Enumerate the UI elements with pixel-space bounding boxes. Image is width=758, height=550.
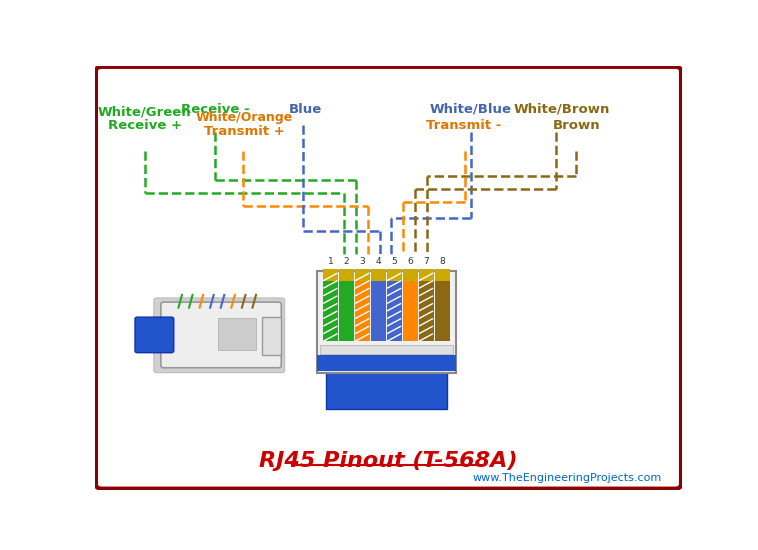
Bar <box>262 317 280 355</box>
Text: RJ45 Pinout (T-568A): RJ45 Pinout (T-568A) <box>259 450 518 471</box>
Text: www.TheEngineeringProjects.com: www.TheEngineeringProjects.com <box>472 472 662 483</box>
Text: 3: 3 <box>359 257 365 266</box>
Bar <box>403 280 418 341</box>
Bar <box>323 269 338 280</box>
Bar <box>419 280 434 341</box>
Text: White/Blue: White/Blue <box>430 103 512 116</box>
Text: 7: 7 <box>424 257 429 266</box>
Bar <box>419 269 434 280</box>
Bar <box>218 318 256 350</box>
Text: 8: 8 <box>440 257 445 266</box>
Bar <box>339 269 354 280</box>
Text: Blue: Blue <box>289 103 321 116</box>
Text: 5: 5 <box>392 257 397 266</box>
Text: White/Brown: White/Brown <box>514 103 610 116</box>
Bar <box>317 355 456 371</box>
Text: 6: 6 <box>408 257 413 266</box>
Text: 4: 4 <box>376 257 381 266</box>
FancyBboxPatch shape <box>317 271 456 373</box>
Bar <box>435 280 449 341</box>
Bar <box>371 280 386 341</box>
Text: Transmit +: Transmit + <box>204 125 285 138</box>
Bar <box>371 269 386 280</box>
Bar <box>435 269 449 280</box>
FancyBboxPatch shape <box>96 67 681 488</box>
Text: Receive -: Receive - <box>181 103 249 116</box>
Text: 2: 2 <box>344 257 349 266</box>
Bar <box>320 345 453 354</box>
Bar <box>403 269 418 280</box>
Text: 1: 1 <box>327 257 334 266</box>
Bar <box>356 269 370 280</box>
FancyBboxPatch shape <box>161 302 281 368</box>
Bar <box>339 280 354 341</box>
Bar <box>387 280 402 341</box>
Text: Transmit -: Transmit - <box>426 119 501 131</box>
Bar <box>323 280 338 341</box>
Bar <box>326 369 447 409</box>
Text: White/Green: White/Green <box>98 106 192 119</box>
FancyBboxPatch shape <box>154 298 285 373</box>
Bar <box>387 269 402 280</box>
Text: Brown: Brown <box>553 119 600 131</box>
Text: White/Orange: White/Orange <box>196 112 293 124</box>
FancyBboxPatch shape <box>135 317 174 353</box>
Bar <box>356 280 370 341</box>
Text: Receive +: Receive + <box>108 119 182 133</box>
